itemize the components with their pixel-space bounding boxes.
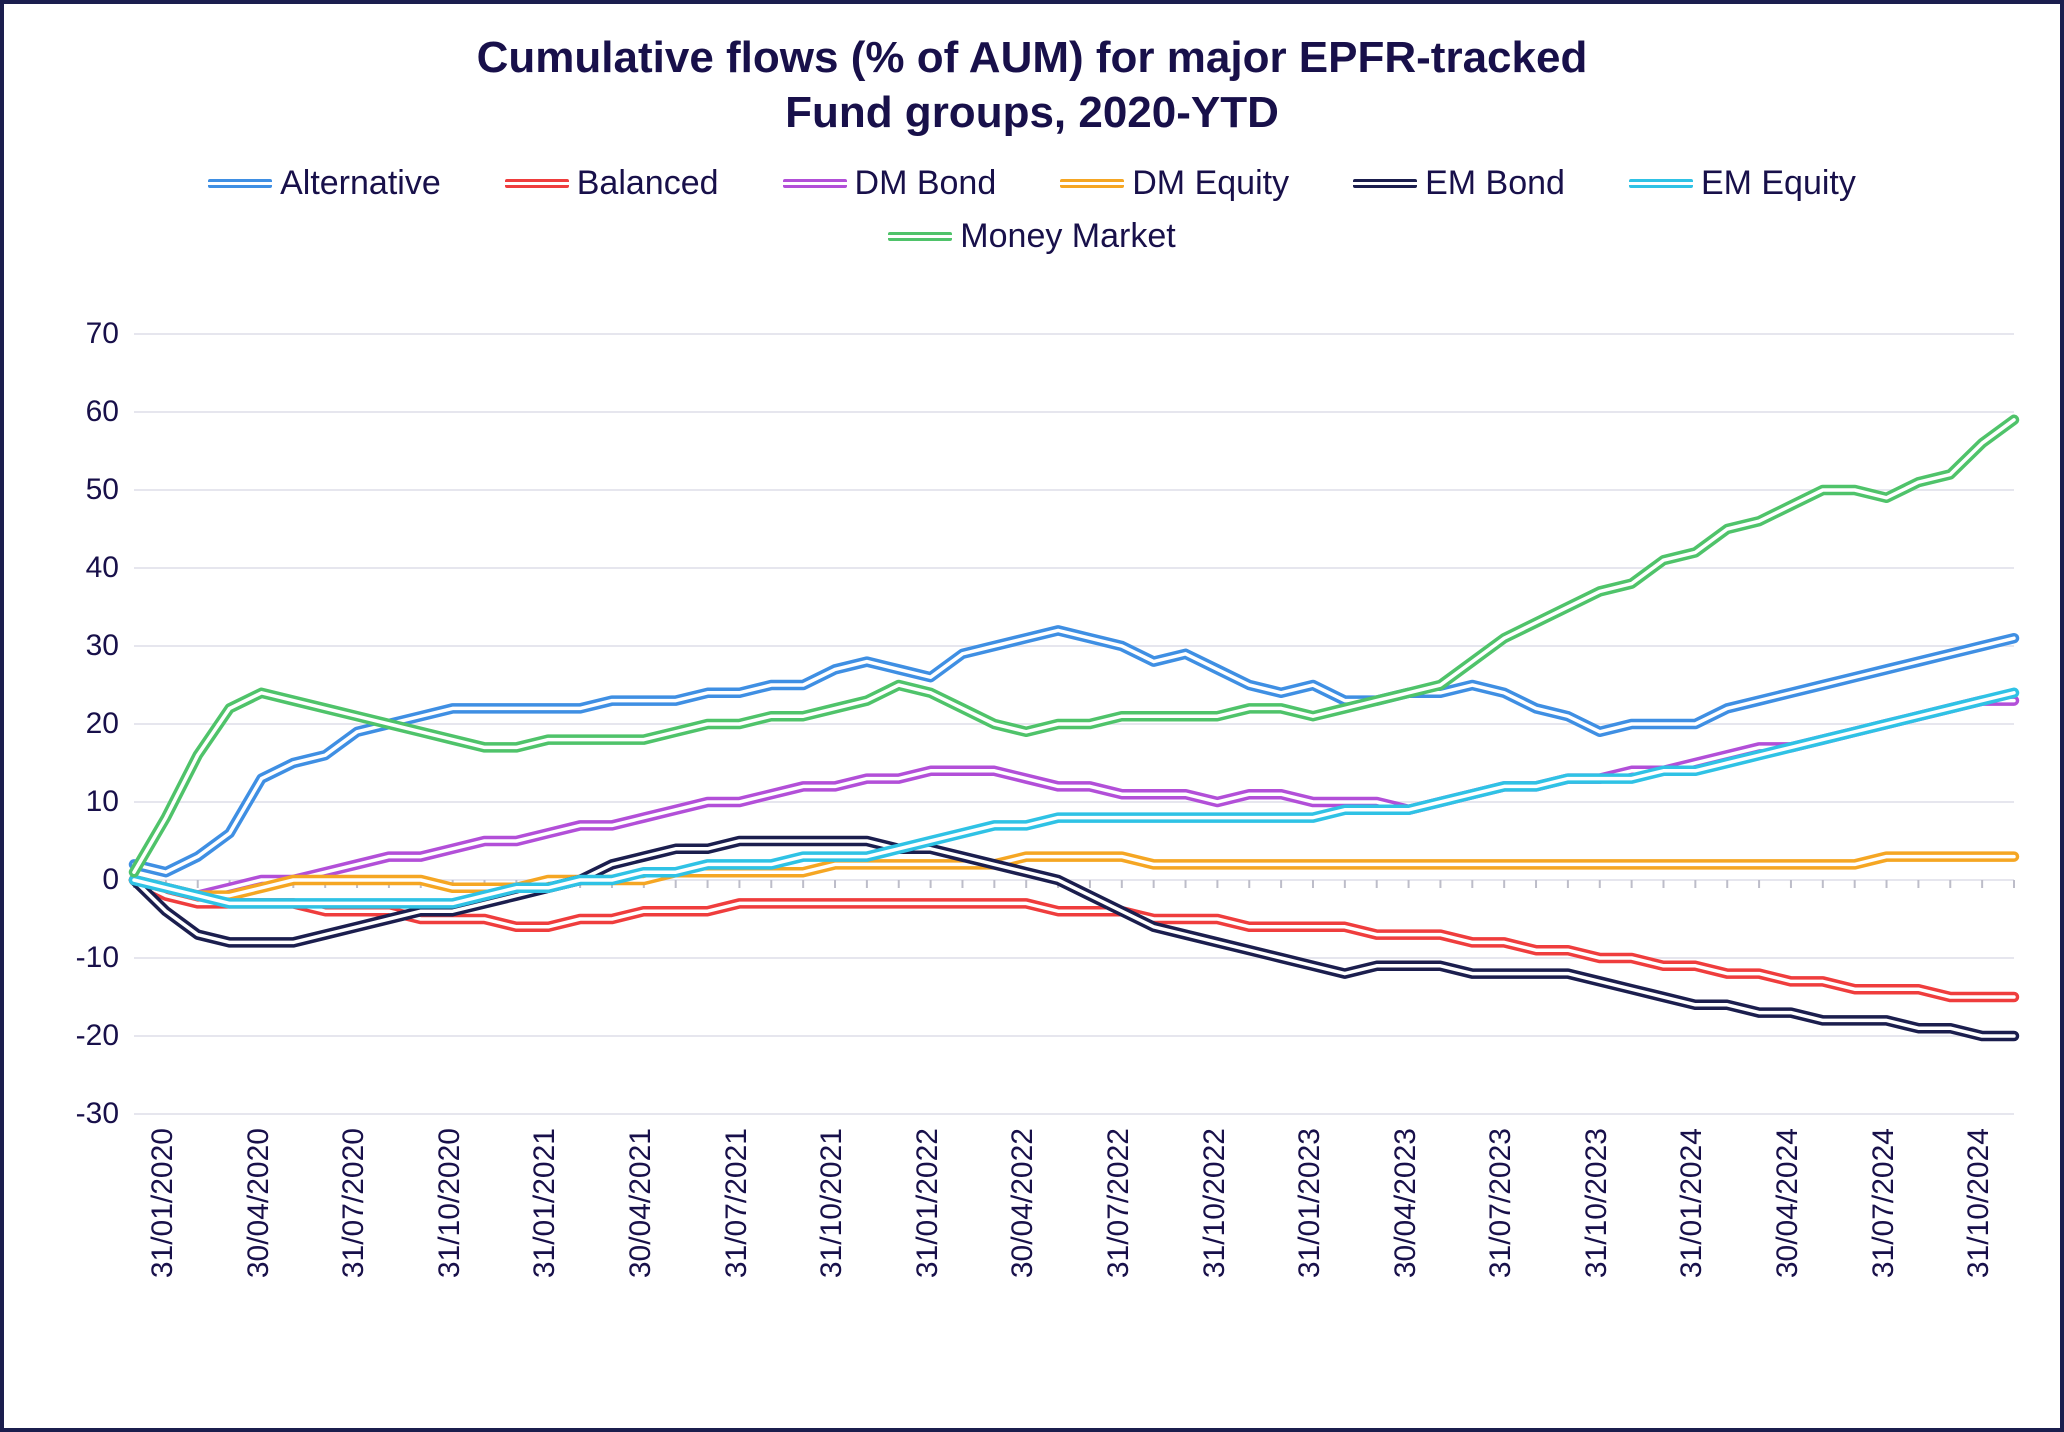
x-tick-label: 30/04/2024: [1771, 1128, 1805, 1278]
y-tick-label: 30: [86, 629, 119, 663]
x-tick-label: 31/07/2020: [337, 1128, 371, 1278]
x-tick-label: 30/04/2023: [1389, 1128, 1423, 1278]
x-tick-label: 31/01/2020: [146, 1128, 180, 1278]
legend: Alternative Balanced DM Bond DM Equity EM Bo…: [4, 164, 2060, 256]
legend-label-alternative: Alternative: [280, 164, 441, 203]
legend-item-dm_equity: DM Equity: [1060, 164, 1289, 203]
legend-swatch-dm_bond: [783, 179, 847, 188]
legend-swatch-alternative: [208, 179, 272, 188]
x-axis-ticks: 31/01/2020 30/04/2020 31/07/2020 31/10/2020…: [134, 1128, 2014, 1428]
y-tick-label: 50: [86, 473, 119, 507]
chart-title-line1: Cumulative flows (% of AUM) for major EP…: [4, 30, 2060, 85]
x-tick-label: 31/07/2024: [1867, 1128, 1901, 1278]
x-tick-label: 31/07/2021: [720, 1128, 754, 1278]
y-tick-label: 0: [102, 863, 119, 897]
x-tick-label: 31/10/2024: [1962, 1128, 1996, 1278]
y-tick-label: -20: [76, 1019, 119, 1053]
x-tick-label: 31/01/2022: [911, 1128, 945, 1278]
x-tick-label: 30/04/2020: [242, 1128, 276, 1278]
legend-swatch-money_market: [888, 232, 952, 241]
legend-label-balanced: Balanced: [577, 164, 719, 203]
legend-item-alternative: Alternative: [208, 164, 441, 203]
y-tick-label: 10: [86, 785, 119, 819]
legend-label-dm_equity: DM Equity: [1132, 164, 1289, 203]
legend-swatch-em_equity: [1629, 179, 1693, 188]
plot-svg: [134, 334, 2014, 1114]
legend-swatch-balanced: [505, 179, 569, 188]
x-tick-label: 31/07/2023: [1484, 1128, 1518, 1278]
x-tick-label: 30/04/2021: [624, 1128, 658, 1278]
legend-item-money_market: Money Market: [888, 217, 1175, 256]
x-tick-label: 31/01/2024: [1675, 1128, 1709, 1278]
y-tick-label: 20: [86, 707, 119, 741]
legend-swatch-em_bond: [1353, 179, 1417, 188]
x-tick-label: 31/10/2023: [1580, 1128, 1614, 1278]
legend-label-em_bond: EM Bond: [1425, 164, 1565, 203]
legend-item-em_bond: EM Bond: [1353, 164, 1565, 203]
y-axis-ticks: -30-20-10010203040506070: [118, 334, 119, 1114]
legend-swatch-dm_equity: [1060, 179, 1124, 188]
legend-item-balanced: Balanced: [505, 164, 719, 203]
plot-area: -30-20-10010203040506070 31/01/202030/04…: [134, 334, 2014, 1114]
y-tick-label: -10: [76, 941, 119, 975]
legend-label-money_market: Money Market: [960, 217, 1175, 256]
x-tick-label: 31/10/2021: [815, 1128, 849, 1278]
chart-title: Cumulative flows (% of AUM) for major EP…: [4, 4, 2060, 140]
series-balanced: [134, 880, 2014, 997]
chart-frame: Cumulative flows (% of AUM) for major EP…: [0, 0, 2064, 1432]
chart-title-line2: Fund groups, 2020-YTD: [4, 85, 2060, 140]
x-tick-label: 31/10/2020: [433, 1128, 467, 1278]
legend-label-dm_bond: DM Bond: [855, 164, 997, 203]
y-tick-label: 40: [86, 551, 119, 585]
y-tick-label: 70: [86, 317, 119, 351]
legend-item-em_equity: EM Equity: [1629, 164, 1856, 203]
x-tick-label: 31/07/2022: [1102, 1128, 1136, 1278]
series-em_bond: [134, 841, 2014, 1036]
x-tick-label: 31/01/2023: [1293, 1128, 1327, 1278]
x-tick-label: 30/04/2022: [1006, 1128, 1040, 1278]
legend-item-dm_bond: DM Bond: [783, 164, 997, 203]
y-tick-label: -30: [76, 1097, 119, 1131]
legend-label-em_equity: EM Equity: [1701, 164, 1856, 203]
x-tick-label: 31/10/2022: [1198, 1128, 1232, 1278]
y-tick-label: 60: [86, 395, 119, 429]
x-tick-label: 31/01/2021: [528, 1128, 562, 1278]
